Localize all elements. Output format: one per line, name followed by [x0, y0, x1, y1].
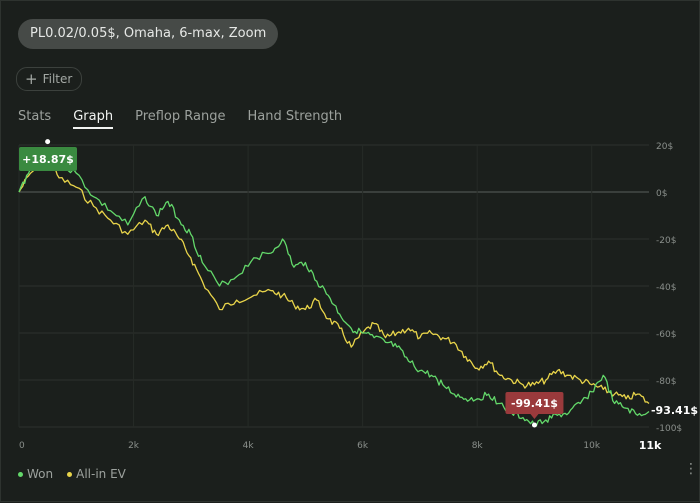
- y-tick-label: -20$: [656, 236, 676, 246]
- max-value-badge: [19, 147, 77, 171]
- legend-ev[interactable]: All-in EV: [67, 467, 126, 481]
- y-tick-label: -60$: [656, 330, 676, 340]
- tab-hand-strength[interactable]: Hand Strength: [247, 109, 343, 124]
- chart-legend: Won All-in EV: [18, 467, 126, 481]
- x-tick-label: 2k: [128, 441, 140, 451]
- tab-graph[interactable]: Graph: [73, 109, 114, 129]
- more-options-icon[interactable]: ⋮: [684, 461, 698, 477]
- x-tick-label: 8k: [472, 441, 484, 451]
- legend-won[interactable]: Won: [18, 467, 53, 481]
- x-tick-label: 4k: [243, 441, 255, 451]
- game-filter-chip[interactable]: PL0.02/0.05$, Omaha, 6-max, Zoom: [18, 19, 279, 49]
- y-tick-label: -40$: [656, 283, 676, 293]
- min-point-marker: [531, 422, 537, 428]
- max-point-marker: [45, 139, 51, 145]
- series-line-won: [18, 147, 650, 427]
- x-tick-label-end: 11k: [639, 439, 662, 452]
- y-tick-label: 0$: [656, 189, 667, 199]
- tab-bar: Stats Graph Preflop Range Hand Strength: [18, 109, 342, 129]
- x-tick-label: 10k: [583, 441, 600, 451]
- x-tick-label: 0: [19, 441, 25, 451]
- min-value-badge: [505, 392, 564, 414]
- tab-preflop-range[interactable]: Preflop Range: [135, 109, 226, 124]
- end-value-label: -93.41$: [651, 404, 698, 417]
- tab-stats[interactable]: Stats: [18, 109, 52, 124]
- min-value-label: -99.41$: [511, 397, 558, 410]
- legend-ev-label: All-in EV: [76, 467, 126, 481]
- max-value-label: +18.87$: [22, 153, 74, 166]
- series-line-ev: [18, 158, 650, 404]
- ev-dot-icon: [67, 471, 73, 477]
- x-tick-label: 6k: [357, 441, 369, 451]
- won-dot-icon: [18, 471, 23, 477]
- legend-won-label: Won: [27, 467, 54, 481]
- plus-icon: +: [25, 70, 38, 88]
- add-filter-button[interactable]: + Filter: [16, 67, 83, 91]
- y-tick-label: -80$: [656, 377, 676, 387]
- min-badge-pointer: [530, 414, 539, 419]
- y-tick-label: 20$: [656, 142, 673, 152]
- y-tick-label: -100$: [656, 424, 682, 434]
- filter-label: Filter: [42, 72, 73, 86]
